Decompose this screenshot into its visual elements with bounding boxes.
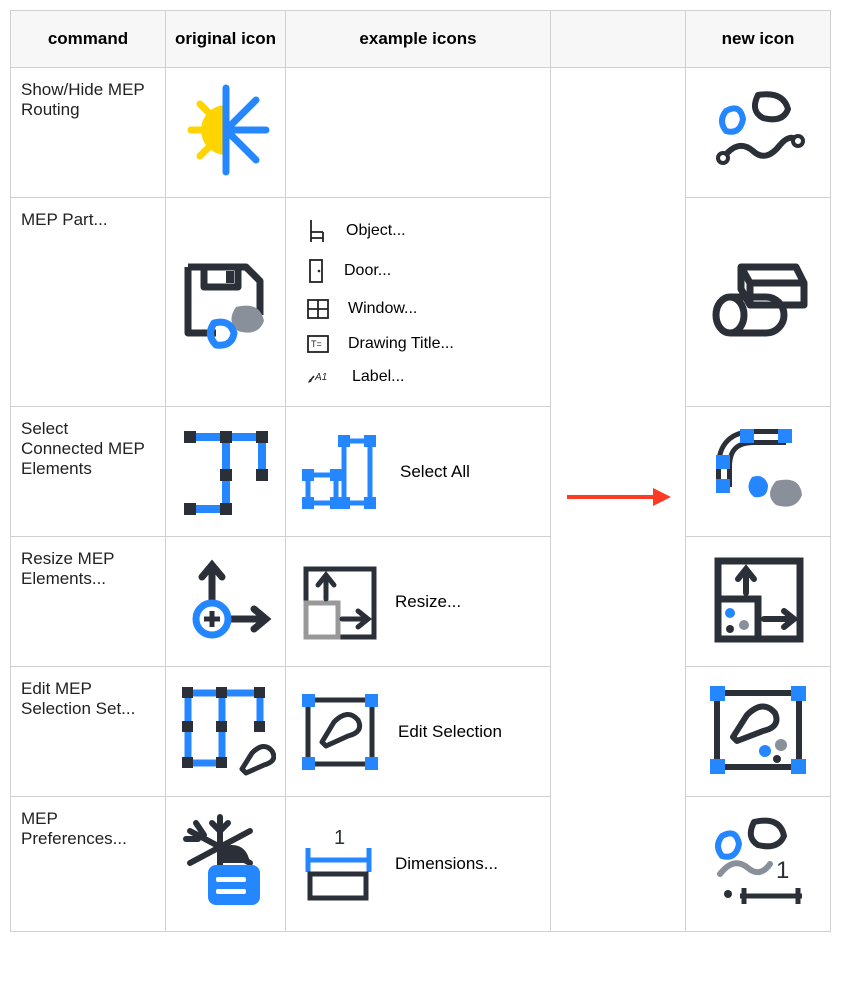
example-label: Edit Selection [398,722,502,742]
select-connected-new-icon [706,419,811,519]
door-icon [306,258,326,284]
command-label: Show/Hide MEP Routing [11,68,166,198]
example-label: Drawing Title... [348,335,454,353]
table-row: MEP Part... Object... Door [11,198,831,407]
original-icon-cell [166,198,286,407]
mep-routing-new-icon [708,83,808,178]
table-row: Edit MEP Selection Set... [11,667,831,797]
arrow-right-icon [563,482,673,512]
edit-selection-set-icon [176,679,276,779]
command-label: MEP Preferences... [11,797,166,932]
example-label: Window... [348,300,417,318]
table-row: Resize MEP Elements... [11,537,831,667]
table-row: Select Connected MEP Elements [11,407,831,537]
header-example-icons: example icons [286,11,551,68]
original-icon-cell [166,667,286,797]
resize-new-icon [706,549,811,649]
edit-selection-icon [296,688,384,776]
example-icons-cell: Edit Selection [286,667,551,797]
mep-prefs-new-icon: 1 [706,812,811,912]
select-all-icon [296,427,386,517]
dimensions-icon: 1 [296,824,381,904]
new-icon-cell: 1 [686,797,831,932]
command-label: Edit MEP Selection Set... [11,667,166,797]
example-label: Door... [344,262,391,280]
original-icon-cell [166,797,286,932]
header-command: command [11,11,166,68]
command-label: Resize MEP Elements... [11,537,166,667]
table-row: Show/Hide MEP Routing [11,68,831,198]
example-label: Resize... [395,592,461,612]
example-label: Object... [346,222,406,240]
original-icon-cell [166,407,286,537]
example-item: Door... [306,258,540,284]
new-icon-cell [686,667,831,797]
select-connected-icon [176,419,276,519]
example-item: T= Drawing Title... [306,334,540,354]
command-label: Select Connected MEP Elements [11,407,166,537]
floppy-bean-icon [176,245,276,355]
label-icon: A1 [306,368,334,386]
new-icon-cell [686,198,831,407]
new-icon-cell [686,537,831,667]
example-icons-cell: Select All [286,407,551,537]
mep-part-new-icon [706,255,811,345]
example-item: Window... [306,298,540,320]
new-icon-cell [686,407,831,537]
example-label: Select All [400,462,470,482]
edit-selection-new-icon [703,679,813,779]
resize-origin-icon [176,549,276,649]
command-label: MEP Part... [11,198,166,407]
snowflake-prefs-icon [176,809,276,914]
original-icon-cell [166,68,286,198]
icon-comparison-table: command original icon example icons new … [10,10,831,932]
svg-text:1: 1 [776,857,789,884]
window-icon [306,298,330,320]
table-row: MEP Preferences... 1 [11,797,831,932]
drawing-title-icon: T= [306,334,330,354]
example-icons-cell: 1 Dimensions... [286,797,551,932]
sun-split-icon [176,80,276,180]
header-original-icon: original icon [166,11,286,68]
new-icon-cell [686,68,831,198]
svg-text:A1: A1 [314,372,327,383]
example-label: Label... [352,368,404,386]
example-icons-cell: Object... Door... Window... T= Drawing T… [286,198,551,407]
chair-icon [306,218,328,244]
example-icons-cell: Resize... [286,537,551,667]
example-item: A1 Label... [306,368,540,386]
arrow-cell [551,68,686,932]
example-label: Dimensions... [395,854,498,874]
header-arrow [551,11,686,68]
example-icons-cell [286,68,551,198]
original-icon-cell [166,537,286,667]
svg-text:T=: T= [311,339,322,349]
resize-icon [296,559,381,644]
svg-text:1: 1 [334,827,345,849]
example-item: Object... [306,218,540,244]
header-new-icon: new icon [686,11,831,68]
